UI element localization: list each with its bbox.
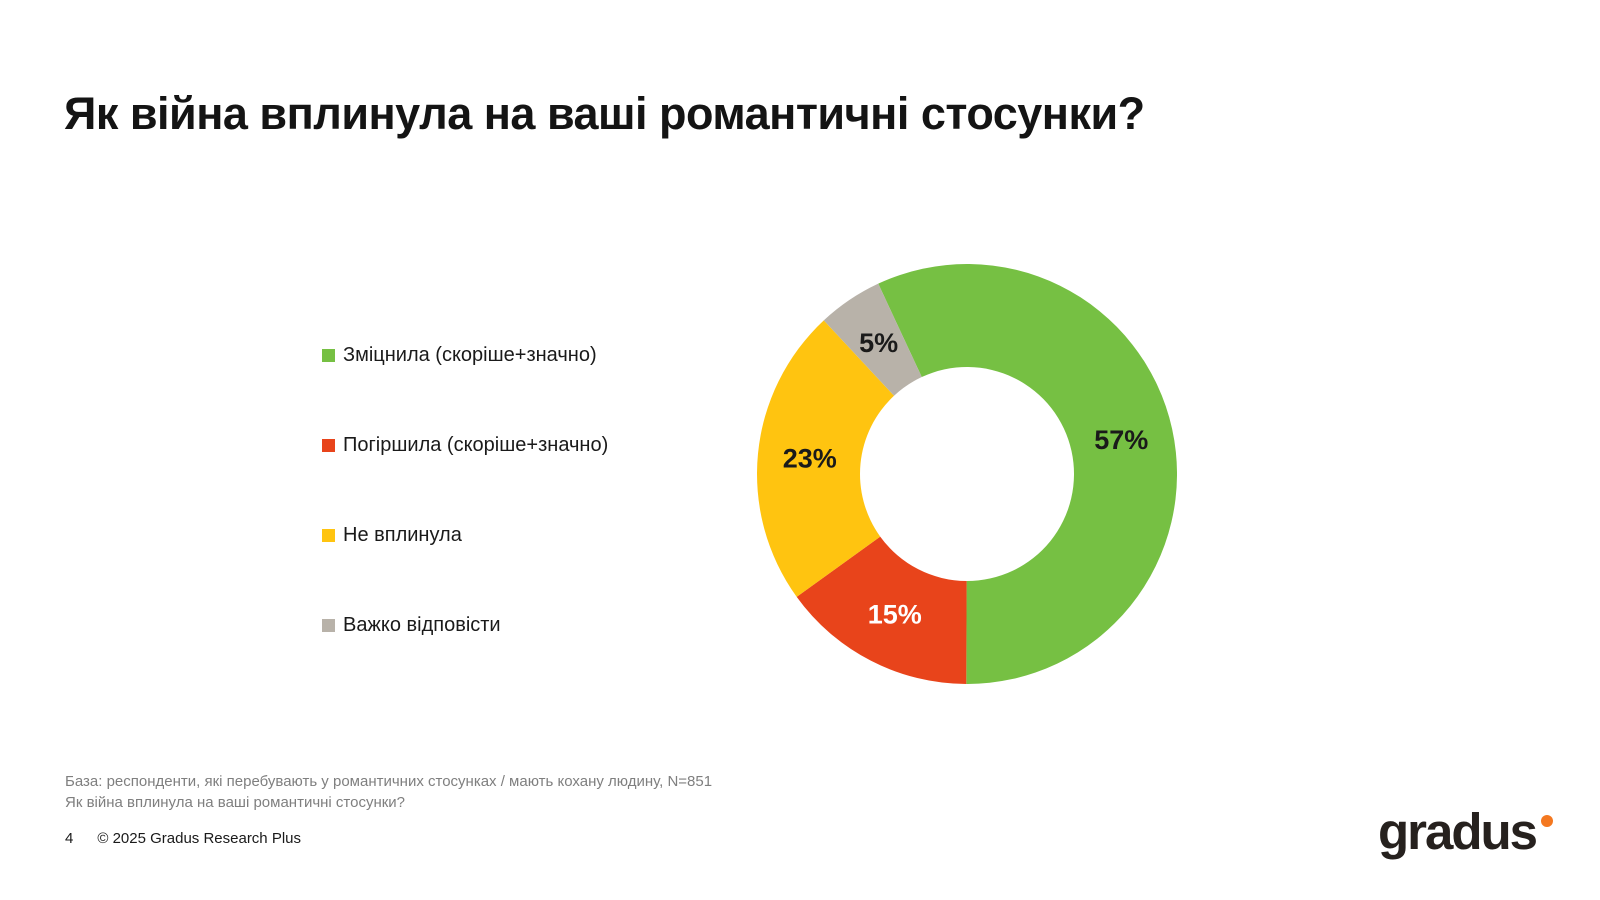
- base-note: База: респонденти, які перебувають у ром…: [65, 773, 713, 790]
- donut-slice-label-3: 5%: [859, 328, 898, 358]
- donut-slice-0: [878, 264, 1178, 685]
- legend-label: Погіршила (скоріше+значно): [343, 433, 609, 456]
- donut-slice-1: [796, 536, 967, 684]
- legend-label: Не вплинула: [343, 523, 462, 546]
- gradus-logo-dot-icon: [1541, 815, 1554, 827]
- legend-marker-no-effect: [322, 528, 335, 542]
- legend-item-worsened: Погіршила (скоріше+значно): [322, 433, 608, 457]
- donut-slice-label-1: 15%: [868, 600, 922, 630]
- donut-slice-3: [823, 283, 922, 396]
- legend-marker-strengthened: [322, 348, 335, 362]
- status-bar: 4 © 2025 Gradus Research Plus: [65, 830, 301, 847]
- legend-item-hard-to-answer: Важко відповісти: [322, 613, 608, 637]
- footnotes: База: респонденти, які перебувають у ром…: [65, 771, 712, 813]
- donut-chart: 57% 15% 23% 5%: [757, 264, 1178, 685]
- donut-slice-label-2: 23%: [783, 444, 837, 474]
- legend-marker-worsened: [322, 438, 335, 452]
- gradus-logo: gradus: [1378, 803, 1554, 860]
- page-title: Як війна вплинула на ваші романтичні сто…: [64, 88, 1145, 140]
- donut-slice-2: [757, 320, 895, 597]
- legend-label: Важко відповісти: [343, 613, 501, 636]
- copyright: © 2025 Gradus Research Plus: [97, 830, 302, 847]
- legend-item-strengthened: Зміцнила (скоріше+значно): [322, 343, 608, 367]
- donut-chart-svg: 57% 15% 23% 5%: [757, 264, 1178, 685]
- donut-slice-label-0: 57%: [1094, 425, 1148, 455]
- legend-label: Зміцнила (скоріше+значно): [343, 343, 597, 366]
- page-number: 4: [65, 830, 74, 847]
- gradus-logo-text: gradus: [1378, 803, 1538, 860]
- chart-legend: Зміцнила (скоріше+значно) Погіршила (ско…: [322, 343, 608, 637]
- legend-item-no-effect: Не вплинула: [322, 523, 608, 547]
- legend-marker-hard-to-answer: [322, 618, 335, 632]
- question-note: Як війна вплинула на ваші романтичні сто…: [65, 794, 406, 811]
